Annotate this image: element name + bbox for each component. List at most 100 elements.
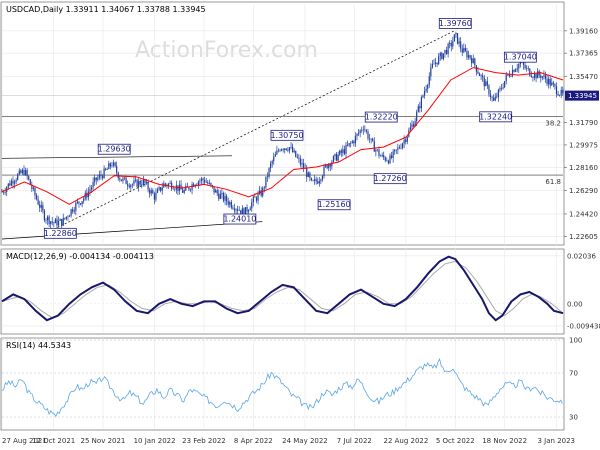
- candle-body: [193, 184, 195, 187]
- candle-body: [310, 177, 313, 181]
- candle-body: [35, 195, 38, 200]
- candle-body: [276, 150, 278, 155]
- candle-body: [494, 96, 496, 101]
- price-y-tick-label: 1.31790: [569, 119, 598, 127]
- candle-body: [387, 160, 390, 164]
- price-annotation-box: [503, 51, 537, 63]
- candle-body: [502, 87, 504, 89]
- candle-body: [156, 189, 159, 193]
- candle-body: [397, 147, 399, 150]
- candle-body: [422, 95, 424, 98]
- candle-body: [204, 179, 206, 183]
- candle-body: [213, 186, 215, 193]
- candle-body: [12, 180, 14, 184]
- candle-body: [458, 41, 460, 44]
- candle-body: [147, 182, 149, 190]
- candle-body: [364, 129, 366, 131]
- candle-body: [224, 195, 226, 201]
- candle-body: [45, 220, 47, 221]
- candle-body: [248, 210, 250, 212]
- x-tick-label: 27 Aug 2021: [2, 437, 47, 445]
- price-grid: [1, 4, 563, 245]
- candle-body: [445, 50, 448, 54]
- candle-body: [73, 210, 75, 212]
- candle-body: [516, 68, 518, 70]
- candle-body: [161, 187, 163, 191]
- candle-body: [197, 181, 199, 185]
- fib-level-label: 61.8: [545, 178, 561, 186]
- candle-body: [463, 48, 465, 53]
- candle-body: [559, 95, 561, 96]
- x-tick-label: 8 Apr 2022: [234, 437, 273, 445]
- candle-body: [551, 82, 553, 86]
- macd-panel-frame: [0, 248, 565, 335]
- candle-body: [290, 146, 292, 148]
- candle-body: [471, 58, 473, 64]
- candle-body: [383, 154, 385, 158]
- candle-body: [489, 94, 492, 98]
- candle-body: [507, 74, 509, 76]
- candle-body: [152, 190, 154, 194]
- candle-body: [98, 174, 100, 178]
- candle-body: [260, 190, 262, 196]
- candle-body: [64, 217, 66, 219]
- candle-body: [18, 170, 20, 175]
- candle-body: [315, 179, 317, 182]
- candle-body: [499, 88, 501, 90]
- candle-body: [61, 219, 63, 226]
- candle-body: [497, 89, 499, 98]
- candle-body: [149, 189, 151, 194]
- candle-body: [284, 148, 286, 151]
- candle-body: [155, 192, 157, 200]
- candle-body: [20, 170, 22, 174]
- candle-body: [29, 179, 31, 185]
- price-y-tick-label: 1.28160: [569, 164, 598, 172]
- candle-body: [345, 145, 347, 154]
- candle-body: [54, 219, 57, 224]
- candle-body: [164, 183, 166, 185]
- candle-body: [527, 67, 529, 69]
- candle-body: [373, 141, 375, 152]
- candle-body: [92, 181, 94, 188]
- candle-body: [296, 156, 298, 158]
- candle-body: [279, 150, 281, 152]
- candle-body: [230, 202, 232, 208]
- candle-body: [191, 184, 193, 190]
- candle-body: [50, 221, 52, 225]
- candle-body: [130, 185, 132, 188]
- x-tick-label: 7 Jul 2022: [337, 437, 372, 445]
- candle-body: [34, 187, 36, 196]
- candle-body: [72, 209, 74, 212]
- candle-body: [144, 179, 146, 184]
- candle-body: [65, 216, 68, 219]
- candle-body: [543, 75, 545, 77]
- candle-body: [70, 209, 72, 216]
- candle-body: [227, 201, 229, 205]
- candle-body: [419, 106, 421, 109]
- candle-body: [461, 48, 463, 53]
- candle-body: [317, 181, 319, 184]
- price-annotation-box: [317, 199, 351, 211]
- rsi-y-ticks: 100 70 30: [569, 337, 582, 422]
- candle-body: [142, 179, 144, 186]
- channel-top-line: [1, 155, 233, 159]
- candle-body: [496, 96, 498, 98]
- rsi-y-tick-label: 100: [569, 337, 582, 345]
- candle-body: [295, 150, 297, 157]
- candle-body: [24, 170, 27, 175]
- candle-body: [291, 146, 294, 153]
- candle-body: [361, 130, 363, 131]
- price-annotation-box: [373, 173, 407, 185]
- price-annotations: 1.39760 1.37040 1.32220 1.32240 1.30750 1.296…: [44, 18, 537, 239]
- x-tick-label: 24 May 2022: [282, 437, 328, 445]
- candle-body: [326, 165, 328, 169]
- candle-body: [367, 131, 369, 139]
- candle-body: [43, 210, 46, 221]
- candle-body: [252, 196, 254, 203]
- candle-body: [414, 121, 416, 127]
- price-y-tick-label: 1.24420: [569, 210, 598, 218]
- candle-body: [62, 217, 64, 226]
- candle-body: [199, 180, 201, 182]
- candle-body: [97, 177, 99, 180]
- candle-body: [505, 74, 507, 82]
